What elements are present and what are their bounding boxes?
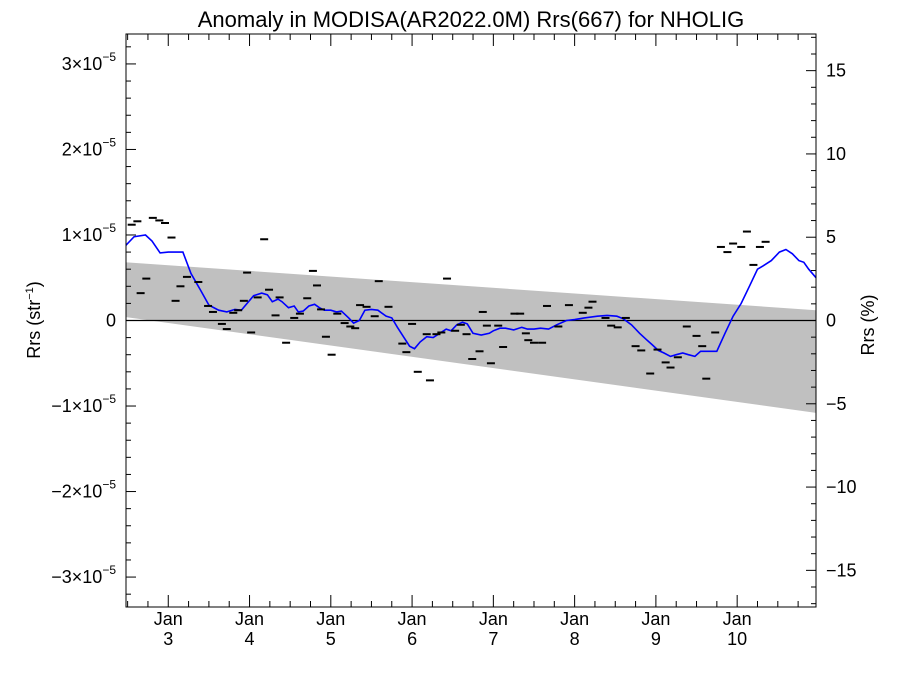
- chart-title: Anomaly in MODISA(AR2022.0M) Rrs(667) fo…: [198, 7, 745, 32]
- x-tick-day: 10: [727, 629, 747, 649]
- left-tick-mantissa: −3×10: [51, 567, 102, 587]
- x-tick-month: Jan: [560, 609, 589, 629]
- left-tick-label: 3×10−5: [62, 50, 117, 74]
- left-tick-mantissa: 0: [106, 311, 116, 331]
- y-axis-label-left-text: Rrs (str: [24, 300, 44, 359]
- left-tick-mantissa: 3×10: [62, 54, 103, 74]
- x-tick-month: Jan: [154, 609, 183, 629]
- series-line-smoothed: [125, 234, 817, 358]
- left-tick-mantissa: 1×10: [62, 225, 103, 245]
- left-tick-exponent: −5: [102, 221, 116, 235]
- x-tick-day: 5: [326, 629, 336, 649]
- x-tick-day: 7: [488, 629, 498, 649]
- left-tick-label: 1×10−5: [62, 221, 117, 245]
- confidence-band: [126, 262, 816, 413]
- axes: 3×10−52×10−51×10−50−1×10−5−2×10−5−3×10−5…: [51, 33, 857, 649]
- y-axis-label-left: Rrs (str−1): [24, 281, 44, 359]
- left-tick-label: 2×10−5: [62, 135, 117, 159]
- x-tick-day: 9: [651, 629, 661, 649]
- left-tick-mantissa: 2×10: [62, 139, 103, 159]
- y-axis-label-left-close: ): [24, 281, 44, 287]
- x-tick-month: Jan: [235, 609, 264, 629]
- left-tick-exponent: −5: [102, 392, 116, 406]
- right-tick-label: −10: [826, 477, 857, 497]
- left-tick-exponent: −5: [102, 50, 116, 64]
- right-tick-label: 0: [826, 311, 836, 331]
- x-tick-month: Jan: [723, 609, 752, 629]
- left-tick-mantissa: −2×10: [51, 482, 102, 502]
- left-tick-exponent: −5: [102, 563, 116, 577]
- left-tick-label: −1×10−5: [51, 392, 116, 416]
- y-axis-label-right: Rrs (%): [858, 295, 878, 356]
- right-tick-label: −5: [826, 394, 847, 414]
- x-tick-day: 3: [163, 629, 173, 649]
- observation-markers: [127, 216, 770, 382]
- x-tick-day: 6: [407, 629, 417, 649]
- right-tick-label: 15: [826, 61, 846, 81]
- x-tick-day: 8: [570, 629, 580, 649]
- left-tick-label: −3×10−5: [51, 563, 116, 587]
- left-tick-label: 0: [106, 311, 116, 331]
- x-tick-day: 4: [245, 629, 255, 649]
- y-axis-label-left-sup: −1: [24, 287, 36, 300]
- left-tick-exponent: −5: [102, 478, 116, 492]
- right-tick-label: 10: [826, 144, 846, 164]
- plot-area: [125, 216, 817, 413]
- x-tick-month: Jan: [641, 609, 670, 629]
- x-tick-month: Jan: [316, 609, 345, 629]
- x-tick-month: Jan: [398, 609, 427, 629]
- left-tick-label: −2×10−5: [51, 478, 116, 502]
- x-tick-month: Jan: [479, 609, 508, 629]
- left-tick-exponent: −5: [102, 135, 116, 149]
- right-tick-label: 5: [826, 227, 836, 247]
- left-tick-mantissa: −1×10: [51, 396, 102, 416]
- right-tick-label: −15: [826, 560, 857, 580]
